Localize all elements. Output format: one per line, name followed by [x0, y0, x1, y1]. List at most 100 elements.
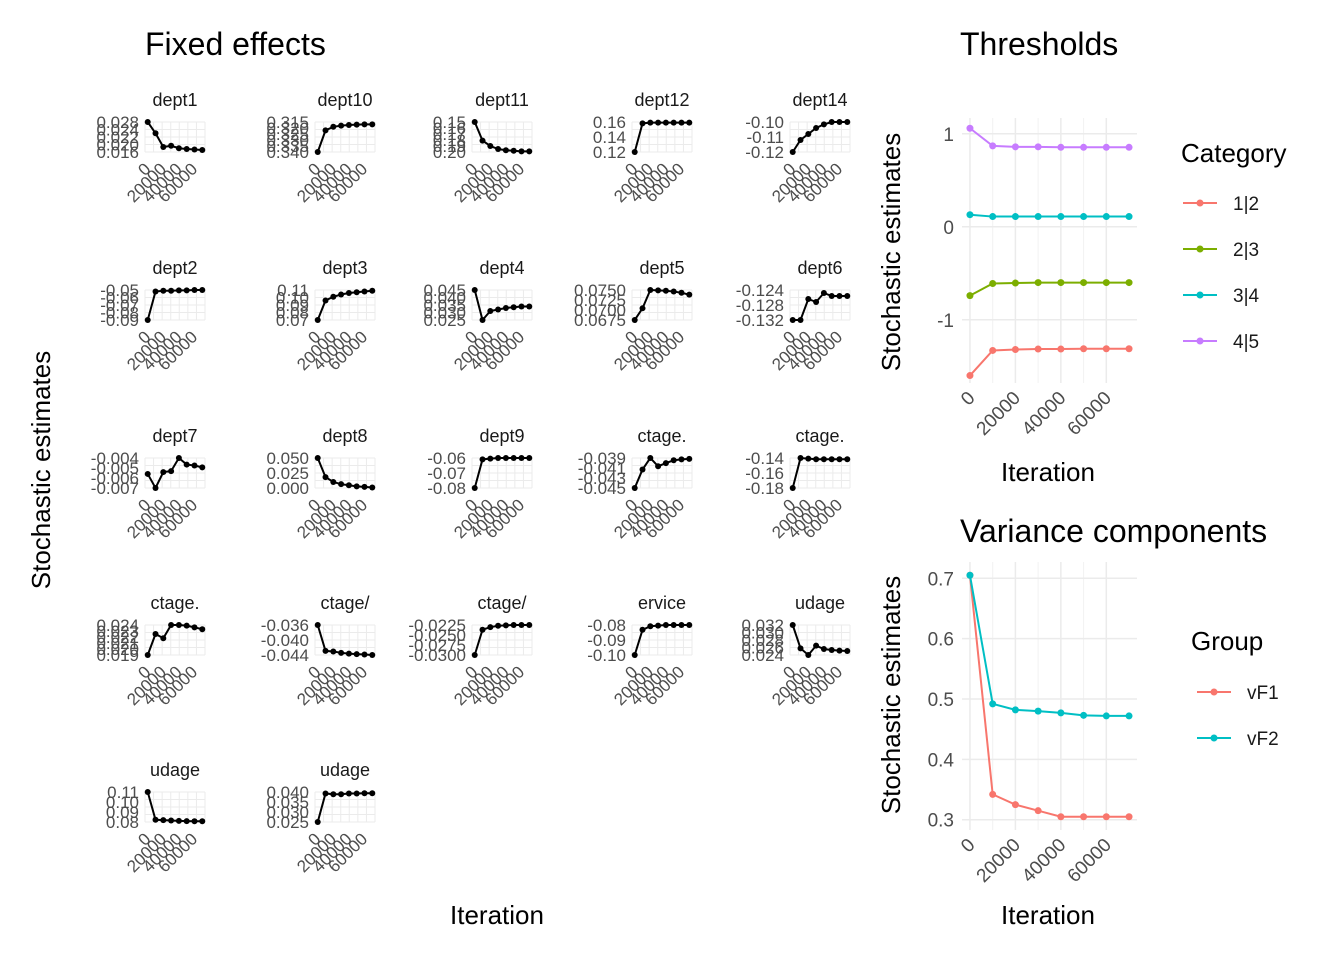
- facet-data-point: [820, 290, 827, 296]
- facet-data-point: [510, 304, 517, 311]
- facet-panel-14: ctage.-0.039-0.041-0.043-0.0450200004000…: [578, 426, 693, 542]
- facet-data-point: [183, 146, 190, 152]
- facet-data-point: [789, 149, 796, 155]
- facet-y-tick-label: -0.12: [745, 143, 784, 162]
- facet-y-tick-label: -0.08: [587, 616, 626, 635]
- facet-y-tick-label: 0.022: [96, 628, 139, 647]
- facet-data-point: [518, 455, 525, 461]
- facet-data-point: [670, 622, 677, 628]
- facet-data-point: [152, 288, 159, 295]
- facet-y-tick-label: 0.040: [266, 783, 309, 802]
- facet-data-point: [479, 456, 486, 463]
- facet-strip-label: ctage/: [477, 593, 526, 613]
- facet-data-point: [526, 303, 533, 310]
- series-data-point: [1102, 143, 1110, 151]
- series-data-point: [1011, 801, 1019, 809]
- facet-y-tick-label: 0.330: [266, 131, 309, 150]
- facet-y-tick-label: 0.021: [96, 634, 139, 653]
- series-line: [969, 347, 1130, 377]
- facet-y-tick-label: 0.028: [741, 631, 784, 650]
- facet-y-tick-label: 0.023: [96, 622, 139, 641]
- facet-data-point: [471, 485, 478, 491]
- facet-data-point: [639, 466, 646, 473]
- y-tick-label: 1: [943, 125, 954, 146]
- facet-y-tick-label: 0.024: [96, 616, 139, 635]
- legend-label: 4|5: [1233, 332, 1259, 353]
- facet-strip-label: dept6: [797, 258, 842, 278]
- facet-data-point: [526, 148, 533, 155]
- facet-data-point: [144, 470, 151, 477]
- facet-y-tick-label: -0.044: [261, 646, 309, 665]
- facet-data-point: [144, 317, 151, 323]
- facet-data-point: [813, 125, 820, 131]
- facet-y-tick-label: -0.004: [91, 449, 139, 468]
- facet-data-point: [314, 317, 321, 323]
- facet-data-point: [160, 287, 167, 294]
- facet-y-tick-label: -0.0225: [408, 616, 466, 635]
- facet-y-tick-label: 0.045: [423, 281, 466, 300]
- facet-data-point: [487, 143, 494, 149]
- facet-data-point: [369, 287, 376, 294]
- facet-data-point: [361, 288, 368, 295]
- series-data-point: [1125, 712, 1133, 720]
- facet-data-point: [495, 455, 502, 461]
- facet-data-point: [361, 651, 368, 658]
- facet-data-point: [502, 455, 509, 461]
- facet-panel-2: dept100.3150.3200.3250.3300.3350.3400200…: [266, 90, 376, 206]
- facet-data-point: [639, 626, 646, 633]
- variance-legend-title: Group: [1191, 626, 1263, 656]
- series-line: [969, 127, 1130, 149]
- facet-data-point: [330, 479, 337, 485]
- facet-data-point: [813, 642, 820, 649]
- facet-strip-label: dept9: [479, 426, 524, 446]
- facet-strip-label: dept3: [322, 258, 367, 278]
- facet-y-tick-label: 0.050: [266, 449, 309, 468]
- facet-panel-20: udage0.0320.0300.0280.0260.0240200004000…: [741, 593, 851, 709]
- facet-data-point: [836, 293, 843, 299]
- facet-data-point: [322, 297, 329, 304]
- facet-data-point: [345, 122, 352, 128]
- facet-y-tick-label: 0.19: [433, 137, 466, 156]
- facet-strip-label: udage: [320, 760, 370, 780]
- facet-strip-label: ctage/: [320, 593, 369, 613]
- facet-y-tick-label: 0.025: [423, 311, 466, 330]
- y-tick-label: 0.3: [928, 811, 954, 832]
- facet-data-point: [686, 455, 693, 462]
- facet-data-point: [199, 818, 206, 825]
- facet-data-point: [495, 622, 502, 629]
- facet-data-point: [338, 122, 345, 129]
- facet-y-tick-label: -0.0275: [408, 636, 466, 655]
- series-data-point: [1102, 213, 1110, 221]
- facet-y-tick-label: 0.032: [741, 616, 784, 635]
- legend-label: vF2: [1247, 729, 1279, 750]
- facet-data-point: [662, 119, 669, 126]
- facet-data-point: [330, 648, 337, 655]
- facet-data-point: [828, 119, 835, 125]
- facet-data-point: [199, 147, 206, 153]
- facet-data-point: [322, 647, 329, 654]
- facet-data-point: [330, 123, 337, 130]
- facet-y-tick-label: 0.325: [266, 125, 309, 144]
- facet-y-tick-label: 0.20: [433, 143, 466, 162]
- facet-y-tick-label: -0.0300: [408, 646, 466, 665]
- legend-key-point: [1196, 337, 1204, 345]
- facet-data-point: [338, 291, 345, 298]
- series-data-point: [1102, 813, 1110, 821]
- facet-data-point: [183, 818, 190, 825]
- facet-data-point: [670, 288, 677, 295]
- facet-data-point: [526, 455, 533, 461]
- facet-data-point: [820, 646, 827, 652]
- series-data-point: [989, 280, 997, 288]
- series-data-point: [1011, 346, 1019, 354]
- series-data-point: [989, 700, 997, 708]
- facet-strip-label: udage: [795, 593, 845, 613]
- facet-y-tick-label: 0.022: [96, 128, 139, 147]
- facet-data-point: [144, 789, 151, 795]
- facet-data-point: [345, 482, 352, 489]
